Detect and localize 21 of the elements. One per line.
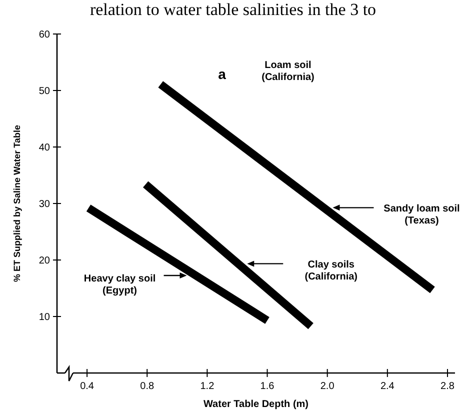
y-tick-label: 20 [38,256,50,266]
x-tick-label: 2.0 [320,381,335,392]
x-axis-title: Water Table Depth (m) [203,399,309,410]
x-tick-label: 1.6 [260,381,275,392]
y-axis-title: % ET Supplied by Saline Water Table [12,124,22,282]
x-tick-label: 1.2 [200,381,215,392]
x-tick-label: 0.4 [80,381,94,392]
x-tick-label: 2.8 [440,381,455,392]
y-tick-label: 60 [38,30,50,40]
x-tick-label: 2.4 [380,381,395,392]
y-tick-label: 30 [38,199,50,210]
x-tick-label: 0.8 [140,381,154,392]
annotation: a [218,66,226,82]
y-tick-label: 50 [38,86,50,97]
y-tick-label: 40 [38,142,50,154]
legend-label: Clay soils (California) [304,260,358,283]
series-label: Heavy clay soil (Egypt) [84,273,156,296]
y-tick-label: 10 [38,312,50,323]
chart-title: relation to water table salinities in the 3 to [90,0,376,19]
annotation: Loam soil (California) [262,60,314,83]
legend-label: Sandy loam soil (Texas) [384,204,460,227]
